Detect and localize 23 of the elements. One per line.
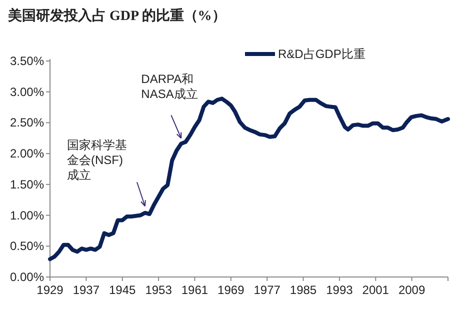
y-tick-label: 2.00% [10, 146, 44, 161]
x-tick-label: 1937 [72, 283, 100, 297]
x-tick-label: 2009 [398, 283, 426, 297]
x-tick-label: 1945 [109, 283, 136, 297]
y-tick-label: 3.50% [10, 54, 44, 68]
legend-label: R&D占GDP比重 [278, 47, 366, 61]
x-tick-label: 1969 [218, 283, 245, 297]
x-tick-label: 2001 [362, 283, 390, 297]
x-tick-label: 1977 [254, 283, 281, 297]
annotation: 国家科学基金会(NSF)成立 [66, 138, 127, 182]
y-tick-label: 0.50% [10, 239, 44, 254]
chart-title: 美国研发投入占 GDP 的比重（%） [7, 7, 226, 24]
y-tick-label: 0.00% [10, 270, 44, 284]
x-tick-label: 1929 [36, 283, 64, 297]
x-tick-label: 1953 [145, 283, 172, 297]
y-tick-label: 2.50% [10, 116, 44, 130]
y-tick-label: 1.00% [10, 208, 44, 222]
x-tick-label: 1985 [290, 283, 317, 297]
y-tick-label: 3.00% [10, 84, 44, 99]
annotation: DARPA和NASA成立 [141, 72, 198, 102]
y-tick-label: 1.50% [10, 177, 44, 192]
x-tick-label: 1961 [181, 283, 208, 297]
x-tick-label: 1993 [326, 283, 354, 297]
